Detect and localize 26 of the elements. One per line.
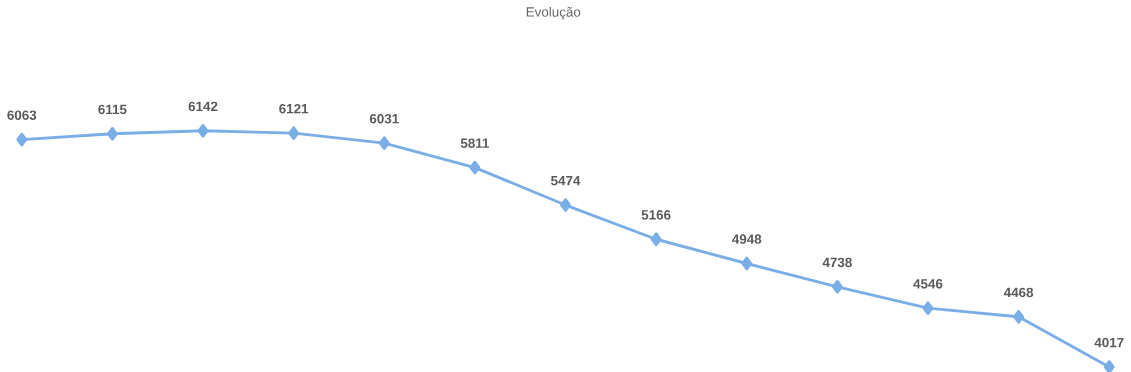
chart-title: Evolução xyxy=(526,6,581,20)
data-label: 6121 xyxy=(279,103,309,114)
point xyxy=(650,232,662,246)
data-label: 5474 xyxy=(551,175,581,186)
data-label: 4017 xyxy=(1094,337,1124,348)
data-label: 4546 xyxy=(913,278,943,289)
data-label: 6142 xyxy=(188,101,218,111)
data-label: 5811 xyxy=(460,138,490,148)
point xyxy=(1013,309,1025,324)
point xyxy=(922,301,934,315)
point xyxy=(16,132,28,147)
data-label: 4948 xyxy=(732,234,762,244)
point xyxy=(378,136,390,150)
point xyxy=(469,160,481,175)
point xyxy=(288,126,300,140)
data-label: 6031 xyxy=(369,113,399,124)
data-label: 4468 xyxy=(1003,287,1034,298)
data-label: 5166 xyxy=(641,209,671,220)
point xyxy=(197,123,209,138)
data-label: 6115 xyxy=(98,104,127,114)
point xyxy=(560,198,571,212)
data-label: 4738 xyxy=(822,257,852,268)
data-label: 6063 xyxy=(7,110,37,120)
point xyxy=(106,126,118,141)
point xyxy=(741,256,753,271)
point xyxy=(831,279,843,294)
